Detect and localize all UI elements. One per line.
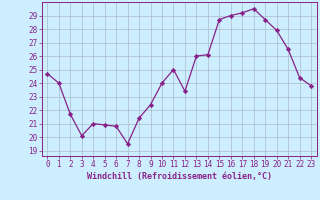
X-axis label: Windchill (Refroidissement éolien,°C): Windchill (Refroidissement éolien,°C) [87, 172, 272, 181]
